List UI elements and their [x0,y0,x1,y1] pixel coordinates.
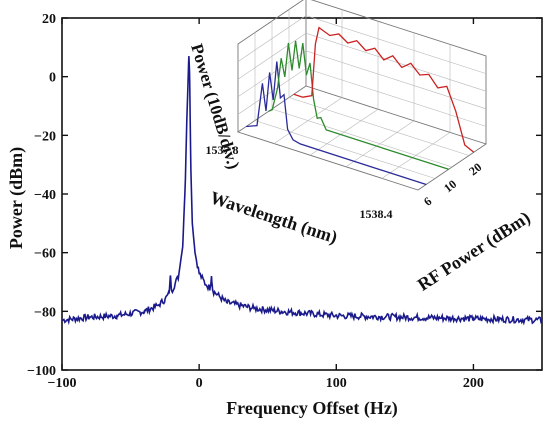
y-tick-label: −100 [27,364,56,379]
inset-series-line-10 [268,40,449,170]
x-tick-label: 200 [463,376,484,391]
x-tick-label: 100 [326,376,347,391]
y-tick-label: −80 [34,305,56,320]
inset-x-tick-label: 1537.8 [206,143,239,157]
axis-ticks: −100 0 100 200 −100 −80 −60 −40 −20 0 20 [27,12,542,391]
x-axis-title: Frequency Offset (Hz) [226,398,398,419]
y-tick-label: −40 [34,188,56,203]
x-tick-label: 0 [196,376,203,391]
inset-z-tick-label: 10 [441,177,459,195]
inset-z-tick-label: 6 [421,194,434,209]
inset-series-line-20 [293,26,475,153]
y-tick-label: 20 [42,12,56,27]
inset-series-group [246,26,475,186]
y-tick-label: −20 [34,129,56,144]
inset-x-axis-title: Wavelength (nm) [207,187,340,248]
main-chart: −100 0 100 200 −100 −80 −60 −40 −20 0 20 Frequency… [6,12,543,419]
inset-grid [237,9,487,179]
y-tick-label: −60 [34,247,56,262]
inset-x-tick-label: 1538.4 [360,207,393,221]
y-axis-title: Power (dBm) [6,147,27,249]
y-tick-label: 0 [49,71,56,86]
x-tick-label: −100 [48,376,77,391]
inset-z-tick-label: 20 [466,160,484,178]
inset-series-line-6 [246,61,427,186]
inset-z-axis-title: RF Power (dBm) [414,207,534,295]
spectrum-series-line [62,56,543,326]
